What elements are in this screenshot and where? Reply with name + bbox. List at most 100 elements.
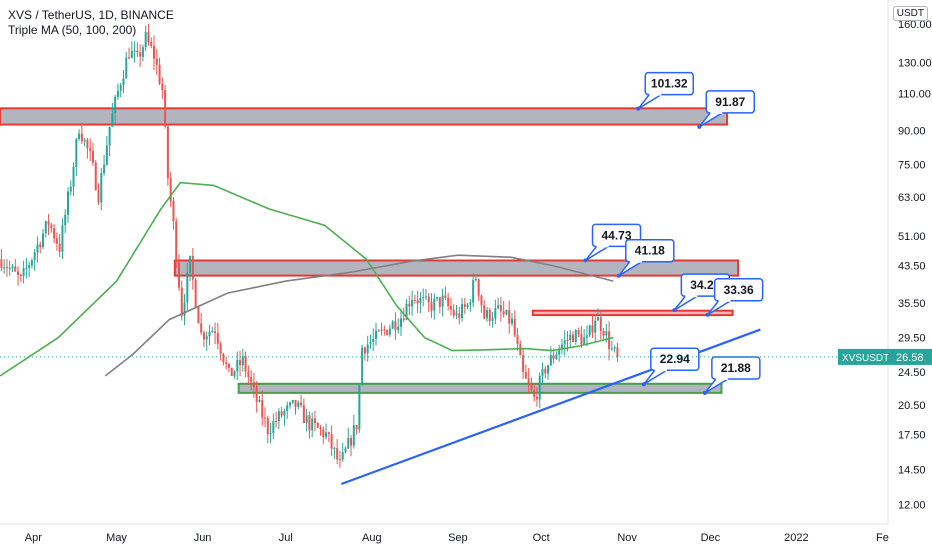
candle [608, 321, 611, 361]
candle [597, 308, 600, 321]
candle-body [122, 78, 125, 86]
candle [325, 423, 328, 440]
candle [411, 290, 414, 316]
callout-gap [649, 92, 662, 96]
candle [469, 298, 472, 312]
candle-body [186, 272, 189, 303]
candle-body [438, 297, 441, 307]
candle-body [591, 325, 594, 333]
candle [549, 346, 552, 367]
candle-body [294, 400, 297, 407]
candle [91, 142, 94, 166]
time-axis[interactable]: Apr May Jun Jul Aug Sep Oct Nov Dec 2022 Fe [0, 523, 932, 550]
candle-body [577, 330, 580, 335]
candle-body [266, 418, 269, 435]
candle-body [111, 112, 114, 127]
candle [161, 77, 164, 99]
callout-box [705, 90, 756, 114]
price-callout[interactable]: 91.87 [697, 90, 756, 129]
candle-body [155, 58, 158, 65]
candle-body [391, 321, 394, 329]
candle-body [236, 360, 239, 372]
candle-body [608, 331, 611, 350]
candle [172, 196, 175, 230]
candle [108, 126, 111, 156]
callout-anchor-dot [636, 106, 641, 111]
candle-body [386, 330, 389, 335]
candle-body [566, 340, 569, 342]
candle-body [416, 300, 419, 304]
candle [375, 322, 378, 346]
candle [122, 69, 125, 94]
price-callout[interactable]: 21.88 [702, 356, 761, 396]
candle [560, 338, 563, 355]
moving-averages-layer [0, 181, 614, 377]
candle [372, 328, 375, 351]
price-callout[interactable]: 101.32 [636, 71, 694, 111]
price-callout[interactable]: 22.94 [641, 347, 700, 387]
candle-body [319, 427, 322, 430]
candle-body [164, 90, 167, 127]
candle-body [497, 305, 500, 309]
callout-anchor-dot [583, 258, 588, 263]
price-tick-label: 110.00 [898, 88, 931, 100]
candle [319, 425, 322, 436]
candle [264, 407, 267, 428]
candle-body [166, 126, 169, 179]
candle-body [42, 233, 45, 248]
candle [472, 273, 475, 307]
candle-body [477, 279, 480, 296]
candle-body [458, 313, 461, 319]
candle-body [114, 96, 117, 113]
candle [94, 159, 97, 191]
candle [139, 44, 142, 67]
last-price-tag[interactable]: XVSUSDT 26.58 [838, 348, 932, 365]
candle-body [530, 383, 533, 391]
price-axis[interactable]: 12.00 14.50 17.50 20.50 24.50 29.50 35.50 43.50… [838, 0, 932, 550]
last-price-symbol: XVSUSDT [842, 353, 889, 364]
candle [477, 278, 480, 302]
candle [602, 327, 605, 340]
candle [377, 328, 380, 332]
candle-body [153, 46, 156, 59]
symbol-title[interactable]: XVS / TetherUS, 1D, BINANCE [8, 8, 174, 22]
candle-body [33, 252, 36, 260]
candle [466, 302, 469, 310]
candle [222, 352, 225, 366]
candle [277, 408, 280, 430]
candle [524, 364, 527, 379]
indicator-label[interactable]: Triple MA (50, 100, 200) [8, 23, 137, 37]
candle-body [369, 342, 372, 345]
candle [208, 324, 211, 346]
candle [22, 260, 25, 284]
price-callout[interactable]: 41.18 [616, 238, 675, 278]
candle [216, 322, 219, 350]
candle-body [613, 347, 616, 349]
candle [458, 306, 461, 325]
price-tick-label: 20.50 [898, 400, 926, 412]
price-callout[interactable]: 33.36 [705, 278, 764, 317]
candle-body [19, 274, 22, 277]
candle-body [305, 415, 308, 424]
candle [78, 129, 81, 141]
candle [86, 138, 89, 159]
candle-body [474, 279, 477, 281]
candle [191, 248, 194, 290]
candle-body [430, 302, 433, 311]
candle [72, 162, 75, 196]
candle-body [366, 344, 369, 354]
candle [294, 399, 297, 415]
candle [83, 138, 86, 147]
candle-body [452, 309, 455, 316]
candle [350, 435, 353, 457]
candle [64, 209, 67, 233]
candle-body [44, 221, 47, 234]
callout-label: 41.18 [635, 244, 665, 258]
candle-body [597, 317, 600, 321]
candle [36, 236, 39, 263]
candle [308, 411, 311, 439]
currency-label[interactable]: USDT [892, 6, 928, 21]
